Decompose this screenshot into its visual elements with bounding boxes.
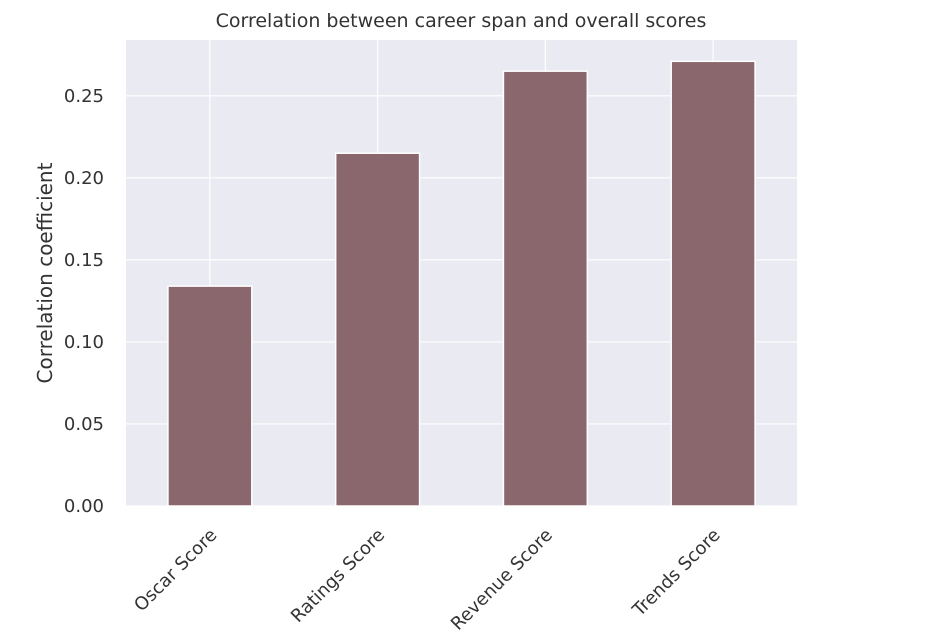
bars (167, 60, 756, 507)
bar (334, 152, 421, 507)
bar (502, 70, 589, 507)
x-tick-label: Oscar Score (130, 525, 221, 616)
y-tick-label: 0.10 (64, 332, 104, 353)
x-axis-ticks: Oscar Score Ratings Score Revenue Score Tre… (130, 525, 724, 635)
x-tick-label: Trends Score (628, 525, 725, 622)
y-tick-label: 0.05 (64, 414, 104, 435)
chart-title: Correlation between career span and over… (216, 10, 707, 32)
x-tick-label: Revenue Score (447, 525, 557, 635)
bar (670, 60, 756, 507)
y-tick-label: 0.20 (64, 168, 104, 189)
y-tick-label: 0.15 (64, 250, 104, 271)
y-axis-label: Correlation coefficient (33, 162, 57, 383)
y-axis-ticks: 0.00 0.05 0.10 0.15 0.20 0.25 (64, 86, 104, 517)
bar (167, 285, 253, 507)
y-tick-label: 0.00 (64, 496, 104, 517)
y-tick-label: 0.25 (64, 86, 104, 107)
x-tick-label: Ratings Score (287, 525, 389, 627)
